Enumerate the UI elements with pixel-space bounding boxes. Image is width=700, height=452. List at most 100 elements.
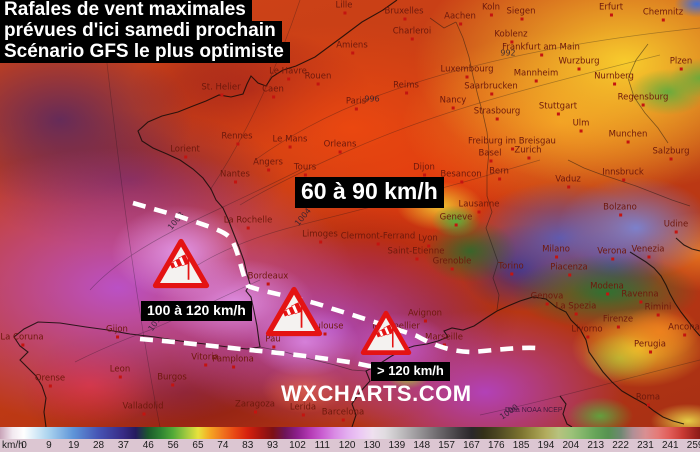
- scale-tick: 74: [217, 440, 229, 451]
- city-label: La Spezia: [555, 301, 597, 316]
- city-label: Bruxelles: [384, 6, 424, 21]
- city-label: Lyon: [418, 233, 438, 248]
- city-label: Zaragoza: [234, 399, 276, 414]
- city-label: Valladolid: [122, 401, 164, 416]
- city-label: Reims: [393, 80, 419, 95]
- scale-tick: 222: [612, 440, 629, 451]
- city-label: Firenze: [602, 314, 634, 329]
- speed-range-label: 60 à 90 km/h: [295, 177, 444, 208]
- speed-range-label: 100 à 120 km/h: [141, 301, 252, 321]
- map-title-line: prévues d'ici samedi prochain: [0, 21, 282, 42]
- city-label: Limoges: [302, 229, 338, 244]
- city-label: Ulm: [572, 118, 590, 133]
- scale-tick: 185: [512, 440, 530, 451]
- map-title-line: Scénario GFS le plus optimiste: [0, 42, 290, 63]
- city-label: Clermont-Ferrand: [340, 231, 416, 246]
- city-label: Chemnitz: [642, 7, 684, 22]
- city-label: Rouen: [304, 71, 332, 86]
- city-label: Geneve: [439, 212, 473, 227]
- scale-tick: 37: [117, 440, 129, 451]
- scale-tick: 83: [242, 440, 254, 451]
- city-label: Lerida: [289, 402, 317, 417]
- city-label: Erfurt: [598, 2, 624, 17]
- city-label: Dijon: [413, 162, 435, 177]
- city-label: Le Havre: [269, 66, 307, 81]
- city-label: Genova: [530, 291, 564, 306]
- city-label: Zurich: [514, 145, 542, 160]
- city-label: Rennes: [221, 131, 253, 146]
- city-label: Barcelona: [321, 407, 365, 422]
- scale-tick: 120: [338, 440, 356, 451]
- scale-tick: 0: [21, 440, 27, 451]
- city-label: Angers: [253, 157, 283, 172]
- scale-tick: 130: [363, 440, 381, 451]
- city-label: Vaduz: [555, 174, 581, 189]
- windsock-warning-triangle-icon: [360, 310, 412, 356]
- scale-tick: 259: [686, 440, 700, 451]
- city-label: Perugia: [634, 339, 666, 354]
- city-label: Koblenz: [494, 29, 528, 44]
- map-title-line: Rafales de vent maximales: [0, 0, 252, 21]
- scale-tick: 65: [192, 440, 204, 451]
- city-label: Torino: [498, 261, 524, 276]
- city-label: Besancon: [440, 169, 482, 184]
- city-label: Strasbourg: [473, 106, 521, 121]
- city-label: Orleans: [323, 139, 357, 154]
- windsock-warning-triangle-icon: [152, 238, 210, 289]
- city-label: Innsbruck: [602, 167, 644, 182]
- city-label: Bordeaux: [247, 271, 289, 286]
- city-label: Ancona: [668, 322, 700, 337]
- city-label: Leon: [109, 364, 131, 379]
- scale-tick: 148: [413, 440, 431, 451]
- city-label: Verona: [597, 246, 627, 261]
- city-label: Aachen: [444, 11, 476, 26]
- scale-tick: 9: [46, 440, 52, 451]
- scale-tick: 157: [438, 440, 455, 451]
- city-label: Charleroi: [392, 26, 432, 41]
- city-label: Ravenna: [621, 289, 659, 304]
- isobar-label: 996: [364, 94, 380, 104]
- scale-tick: 167: [463, 440, 480, 451]
- scale-tick: 176: [487, 440, 505, 451]
- city-label: Mannheim: [513, 68, 559, 83]
- wxcharts-watermark: WXCHARTS.COM: [281, 381, 472, 406]
- city-label: Nantes: [220, 169, 250, 184]
- gust-color-scale: [0, 427, 700, 439]
- city-label: Bern: [489, 166, 509, 181]
- city-label: Amiens: [336, 40, 368, 55]
- city-label: Stuttgart: [538, 101, 578, 116]
- city-label: Munchen: [608, 129, 648, 144]
- scale-unit-label: km/h: [2, 440, 24, 451]
- city-label: Lille: [335, 0, 353, 15]
- city-label: Burgos: [157, 372, 187, 387]
- city-label: Paris: [345, 96, 367, 111]
- scale-tick: 102: [289, 440, 306, 451]
- city-label: Avignon: [407, 308, 443, 323]
- city-label: Roma: [635, 392, 661, 407]
- city-label: La Rochelle: [223, 215, 273, 230]
- city-label: Le Mans: [272, 134, 308, 149]
- city-label: Nancy: [439, 95, 467, 110]
- city-label: Nurnberg: [594, 71, 634, 86]
- city-label: Lorient: [170, 144, 200, 159]
- speed-range-label: > 120 km/h: [371, 362, 450, 381]
- city-label: Grenoble: [432, 256, 472, 271]
- city-label: Venezia: [631, 244, 665, 259]
- city-label: Gijon: [106, 324, 128, 339]
- city-label: Orense: [34, 373, 66, 388]
- map-title: Rafales de vent maximales prévues d'ici s…: [0, 0, 290, 63]
- city-label: Saint-Etienne: [387, 246, 445, 261]
- city-label: Livorno: [571, 324, 603, 339]
- scale-tick: 241: [661, 440, 679, 451]
- scale-tick: 139: [388, 440, 406, 451]
- city-label: Rimini: [644, 302, 672, 317]
- city-label: Milano: [542, 244, 570, 259]
- city-label: Freiburg im Breisgau: [468, 136, 556, 151]
- scale-tick: 19: [68, 440, 80, 451]
- data-attribution: Data NOAA NCEP: [505, 407, 563, 414]
- city-label: Salzburg: [652, 146, 690, 161]
- city-label: Saarbrucken: [464, 81, 518, 96]
- city-label: Koln: [481, 2, 501, 17]
- city-label: Bolzano: [603, 202, 637, 217]
- scale-tick: 204: [562, 440, 580, 451]
